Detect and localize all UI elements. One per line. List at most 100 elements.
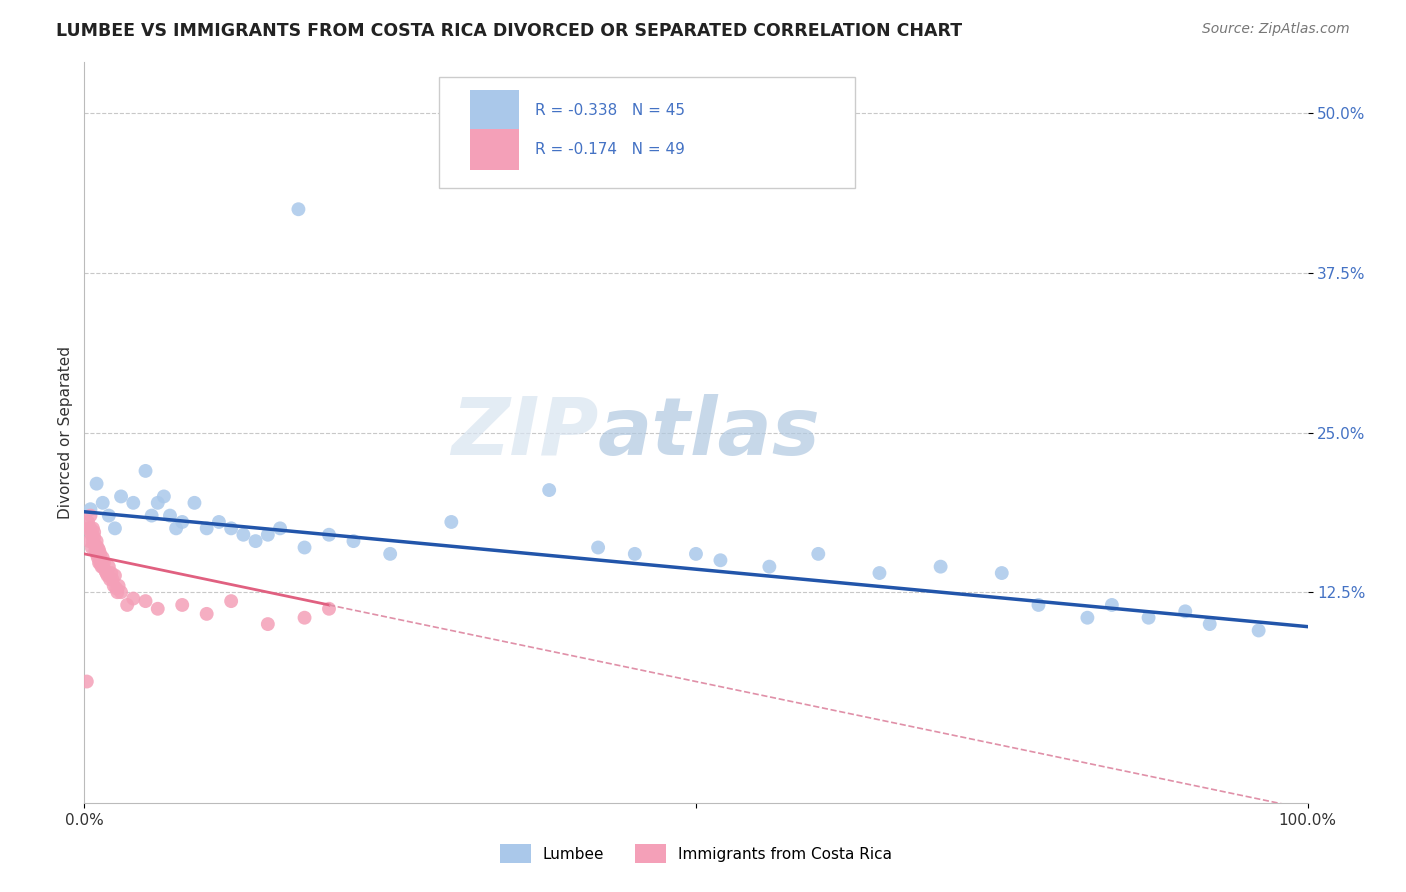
Point [135, 464, 157, 478]
Point [172, 515, 194, 529]
Point [1028, 598, 1050, 612]
Point [79, 502, 101, 516]
Point [685, 547, 707, 561]
Point [93, 556, 115, 570]
Point [91, 496, 114, 510]
Point [269, 521, 291, 535]
Point [104, 521, 127, 535]
Point [77, 515, 100, 529]
Point [380, 547, 402, 561]
Point [165, 521, 187, 535]
Point [83, 530, 105, 544]
Text: ZIP: ZIP [451, 393, 598, 472]
Point [87, 541, 110, 555]
Point [76, 521, 98, 535]
Point [87, 543, 110, 558]
Point [440, 515, 463, 529]
Point [84, 543, 107, 558]
Point [245, 534, 267, 549]
Point [76, 674, 98, 689]
Point [110, 585, 132, 599]
Point [232, 527, 254, 541]
Point [107, 579, 129, 593]
Point [287, 202, 309, 217]
Point [104, 568, 127, 582]
Point [103, 579, 125, 593]
Point [219, 521, 242, 535]
Point [122, 496, 145, 510]
Point [97, 508, 120, 523]
Point [1137, 611, 1160, 625]
Point [97, 559, 120, 574]
Legend: Lumbee, Immigrants from Costa Rica: Lumbee, Immigrants from Costa Rica [494, 838, 898, 869]
Point [709, 553, 731, 567]
Point [105, 582, 128, 596]
Point [79, 521, 101, 535]
Point [110, 490, 132, 504]
Point [89, 547, 111, 561]
Text: R = -0.338   N = 45: R = -0.338 N = 45 [534, 103, 685, 118]
Point [79, 508, 101, 523]
Text: Source: ZipAtlas.com: Source: ZipAtlas.com [1202, 22, 1350, 37]
Point [90, 559, 112, 574]
Point [115, 598, 138, 612]
Point [146, 496, 169, 510]
Point [83, 525, 105, 540]
Point [82, 521, 104, 535]
Point [146, 601, 169, 615]
Point [195, 607, 218, 621]
Point [105, 585, 128, 599]
Y-axis label: Divorced or Separated: Divorced or Separated [58, 346, 73, 519]
Point [86, 547, 108, 561]
Point [94, 564, 117, 578]
Point [77, 534, 100, 549]
Point [97, 568, 120, 582]
Point [758, 559, 780, 574]
Point [294, 541, 316, 555]
Text: LUMBEE VS IMMIGRANTS FROM COSTA RICA DIVORCED OR SEPARATED CORRELATION CHART: LUMBEE VS IMMIGRANTS FROM COSTA RICA DIV… [56, 22, 962, 40]
Point [122, 591, 145, 606]
Point [991, 566, 1014, 580]
Point [82, 534, 104, 549]
Point [172, 598, 194, 612]
FancyBboxPatch shape [439, 78, 855, 188]
Point [91, 559, 114, 574]
Point [87, 550, 110, 565]
Point [84, 538, 107, 552]
FancyBboxPatch shape [470, 129, 519, 170]
Point [257, 617, 280, 632]
Point [159, 508, 181, 523]
Point [100, 566, 122, 580]
Point [135, 594, 157, 608]
Point [195, 521, 218, 535]
Point [91, 550, 114, 565]
Point [294, 611, 316, 625]
Point [1076, 611, 1098, 625]
FancyBboxPatch shape [470, 90, 519, 131]
Point [1174, 604, 1197, 618]
Point [153, 490, 176, 504]
Point [183, 496, 205, 510]
Point [89, 556, 111, 570]
Point [96, 566, 118, 580]
Point [141, 508, 163, 523]
Text: R = -0.174   N = 49: R = -0.174 N = 49 [534, 143, 685, 157]
Point [586, 541, 609, 555]
Point [80, 527, 103, 541]
Point [219, 594, 242, 608]
Point [208, 515, 231, 529]
Point [318, 527, 340, 541]
Point [807, 547, 830, 561]
Text: atlas: atlas [598, 393, 821, 472]
Point [1101, 598, 1123, 612]
Point [86, 534, 108, 549]
Point [538, 483, 561, 497]
Point [257, 527, 280, 541]
Point [98, 573, 121, 587]
Point [342, 534, 364, 549]
Point [80, 541, 103, 555]
Point [624, 547, 647, 561]
Point [929, 559, 952, 574]
Point [86, 476, 108, 491]
Point [1247, 624, 1270, 638]
